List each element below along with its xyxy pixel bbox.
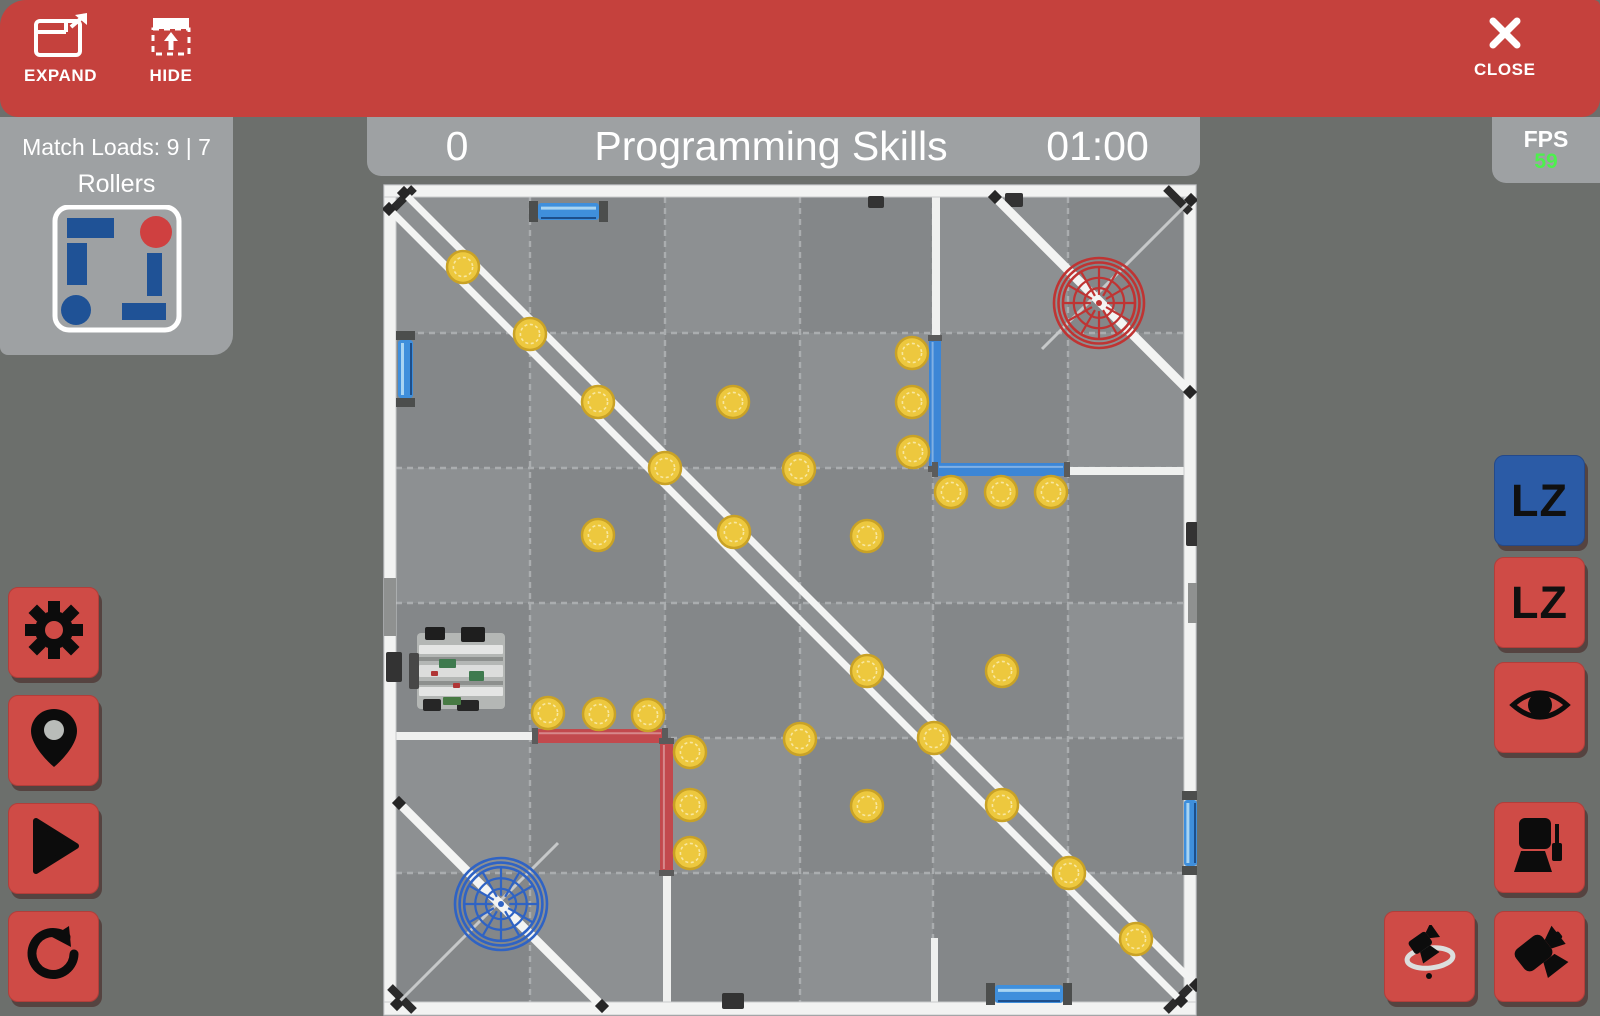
match-mode-title: Programming Skills <box>594 123 948 169</box>
close-button[interactable]: CLOSE <box>1474 13 1536 80</box>
robot <box>419 681 503 685</box>
top-bar: EXPAND HIDE CLOSE <box>0 0 1600 117</box>
score-bar: 0 Programming Skills 01:00 <box>367 117 1200 176</box>
yellow-disc <box>983 474 1019 510</box>
yellow-disc <box>581 696 617 732</box>
robot <box>419 657 503 661</box>
fps-value: 59 <box>1534 150 1558 173</box>
set-position-button[interactable] <box>8 695 99 786</box>
yellow-disc <box>933 474 969 510</box>
robot <box>409 653 419 689</box>
fps-panel: FPS 59 <box>1492 117 1600 183</box>
robot <box>419 645 503 654</box>
reset-button[interactable] <box>8 911 99 1002</box>
yellow-disc <box>782 721 818 757</box>
robot <box>419 687 503 696</box>
yellow-disc <box>894 384 930 420</box>
yellow-disc <box>672 734 708 770</box>
yellow-disc <box>445 249 481 285</box>
orbit-camera-button[interactable] <box>1384 911 1475 1002</box>
location-pin-icon <box>26 707 82 774</box>
match-loads-panel: Match Loads: 9 | 7 Rollers <box>0 117 233 355</box>
hide-button[interactable]: HIDE <box>148 13 194 86</box>
yellow-disc <box>1051 855 1087 891</box>
yellow-disc <box>512 316 548 352</box>
rollers-label: Rollers <box>77 170 156 198</box>
yellow-disc <box>894 335 930 371</box>
robot <box>423 699 441 711</box>
robot-view-icon <box>1511 816 1569 879</box>
reset-icon <box>24 924 84 989</box>
yellow-disc <box>530 695 566 731</box>
yellow-disc <box>672 835 708 871</box>
visibility-button[interactable] <box>1494 662 1585 753</box>
close-x-icon <box>1485 13 1525 53</box>
yellow-disc <box>849 518 885 554</box>
play-icon <box>26 817 82 880</box>
robot-view-button[interactable] <box>1494 802 1585 893</box>
robot <box>425 627 445 640</box>
close-button-label: CLOSE <box>1474 60 1536 79</box>
expand-button-label: EXPAND <box>24 66 98 85</box>
yellow-disc <box>849 653 885 689</box>
yellow-disc <box>647 450 683 486</box>
hide-button-label: HIDE <box>149 66 193 85</box>
yellow-disc <box>984 787 1020 823</box>
hide-window-icon <box>148 13 194 59</box>
robot <box>453 683 460 688</box>
lz-blue-button[interactable]: LZ <box>1494 455 1585 546</box>
yellow-disc <box>781 451 817 487</box>
robot <box>457 700 479 711</box>
lz-red-label: LZ <box>1511 576 1568 628</box>
red-high-goal <box>1052 256 1146 350</box>
match-loads-text: Match Loads: 9 | 7 <box>22 134 211 160</box>
yellow-disc <box>984 653 1020 689</box>
expand-window-icon <box>33 13 89 59</box>
yellow-disc <box>849 788 885 824</box>
robot <box>461 627 485 642</box>
rollers-state-diagram <box>52 205 181 333</box>
expand-button[interactable]: EXPAND <box>24 13 97 86</box>
score-value: 0 <box>445 123 469 169</box>
yellow-disc <box>715 384 751 420</box>
yellow-disc <box>716 514 752 550</box>
yellow-disc <box>916 720 952 756</box>
fps-label: FPS <box>1523 126 1569 152</box>
camera-icon <box>1509 923 1571 990</box>
lz-red-button[interactable]: LZ <box>1494 557 1585 648</box>
orbit-camera-icon <box>1399 923 1461 988</box>
robot <box>469 671 484 681</box>
yellow-disc <box>580 384 616 420</box>
yellow-disc <box>895 434 931 470</box>
robot <box>439 659 456 668</box>
match-timer: 01:00 <box>1046 123 1149 169</box>
settings-button[interactable] <box>8 587 99 678</box>
robot <box>431 671 438 676</box>
field-view <box>383 184 1197 1016</box>
yellow-disc <box>630 697 666 733</box>
yellow-disc <box>580 517 616 553</box>
lz-blue-label: LZ <box>1511 474 1568 526</box>
eye-icon <box>1508 680 1571 735</box>
gear-icon <box>23 599 85 666</box>
yellow-disc <box>672 787 708 823</box>
yellow-disc <box>1033 474 1069 510</box>
yellow-disc <box>1118 921 1154 957</box>
blue-high-goal <box>453 856 549 952</box>
play-button[interactable] <box>8 803 99 894</box>
robot <box>443 697 461 705</box>
camera-button[interactable] <box>1494 911 1585 1002</box>
